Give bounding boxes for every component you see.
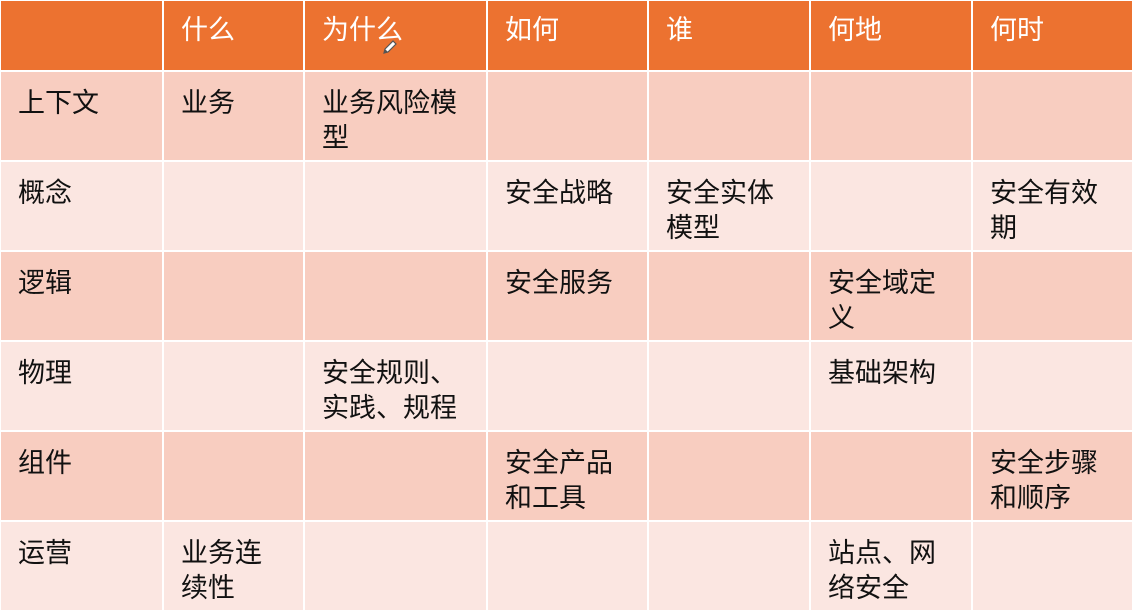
table-cell: 安全步骤和顺序 bbox=[971, 430, 1132, 522]
header-cell-how: 如何 bbox=[486, 0, 649, 72]
table-cell bbox=[971, 520, 1132, 612]
table-cell bbox=[647, 520, 811, 612]
row-label-cell: 组件 bbox=[0, 430, 164, 522]
table-cell: 安全战略 bbox=[486, 160, 649, 252]
table-cell bbox=[162, 340, 305, 432]
table-cell bbox=[486, 520, 649, 612]
table-cell: 安全实体模型 bbox=[647, 160, 811, 252]
table-cell: 基础架构 bbox=[809, 340, 973, 432]
table-cell bbox=[647, 250, 811, 342]
row-label-cell: 物理 bbox=[0, 340, 164, 432]
table-cell bbox=[303, 520, 488, 612]
table-cell bbox=[809, 70, 973, 162]
table-cell: 业务 bbox=[162, 70, 305, 162]
table-cell bbox=[303, 430, 488, 522]
table-cell bbox=[647, 340, 811, 432]
header-cell-who: 谁 bbox=[647, 0, 811, 72]
table-cell bbox=[647, 70, 811, 162]
table-cell bbox=[486, 340, 649, 432]
table-row: 组件 安全产品和工具 安全步骤和顺序 bbox=[0, 430, 1132, 522]
table-row: 逻辑 安全服务 安全域定义 bbox=[0, 250, 1132, 342]
table-row: 上下文 业务 业务风险模型 bbox=[0, 70, 1132, 162]
row-label-cell: 运营 bbox=[0, 520, 164, 612]
header-cell-where: 何地 bbox=[809, 0, 973, 72]
table-cell: 安全产品和工具 bbox=[486, 430, 649, 522]
table-cell: 安全域定义 bbox=[809, 250, 973, 342]
table-row: 运营 业务连续性 站点、网络安全 bbox=[0, 520, 1132, 612]
table-cell bbox=[486, 70, 649, 162]
table-cell: 安全规则、实践、规程 bbox=[303, 340, 488, 432]
table-cell bbox=[303, 160, 488, 252]
table-cell bbox=[162, 160, 305, 252]
header-cell-when: 何时 bbox=[971, 0, 1132, 72]
header-cell-what: 什么 bbox=[162, 0, 305, 72]
row-label-cell: 逻辑 bbox=[0, 250, 164, 342]
table-cell: 安全有效期 bbox=[971, 160, 1132, 252]
table-row: 概念 安全战略 安全实体模型 安全有效期 bbox=[0, 160, 1132, 252]
table-cell bbox=[809, 430, 973, 522]
table-cell bbox=[303, 250, 488, 342]
header-cell-why: 为什么 bbox=[303, 0, 488, 72]
table-cell: 业务风险模型 bbox=[303, 70, 488, 162]
table-cell bbox=[971, 70, 1132, 162]
row-label-cell: 上下文 bbox=[0, 70, 164, 162]
row-label-cell: 概念 bbox=[0, 160, 164, 252]
table-row: 物理 安全规则、实践、规程 基础架构 bbox=[0, 340, 1132, 432]
table-cell bbox=[162, 250, 305, 342]
header-cell-corner bbox=[0, 0, 164, 72]
table-cell bbox=[971, 250, 1132, 342]
header-row: 什么 为什么 如何 谁 何地 何时 bbox=[0, 0, 1132, 72]
table-cell bbox=[162, 430, 305, 522]
table-cell bbox=[971, 340, 1132, 432]
table-cell: 业务连续性 bbox=[162, 520, 305, 612]
table-cell: 站点、网络安全 bbox=[809, 520, 973, 612]
table-cell bbox=[647, 430, 811, 522]
table-cell: 安全服务 bbox=[486, 250, 649, 342]
table-cell bbox=[809, 160, 973, 252]
